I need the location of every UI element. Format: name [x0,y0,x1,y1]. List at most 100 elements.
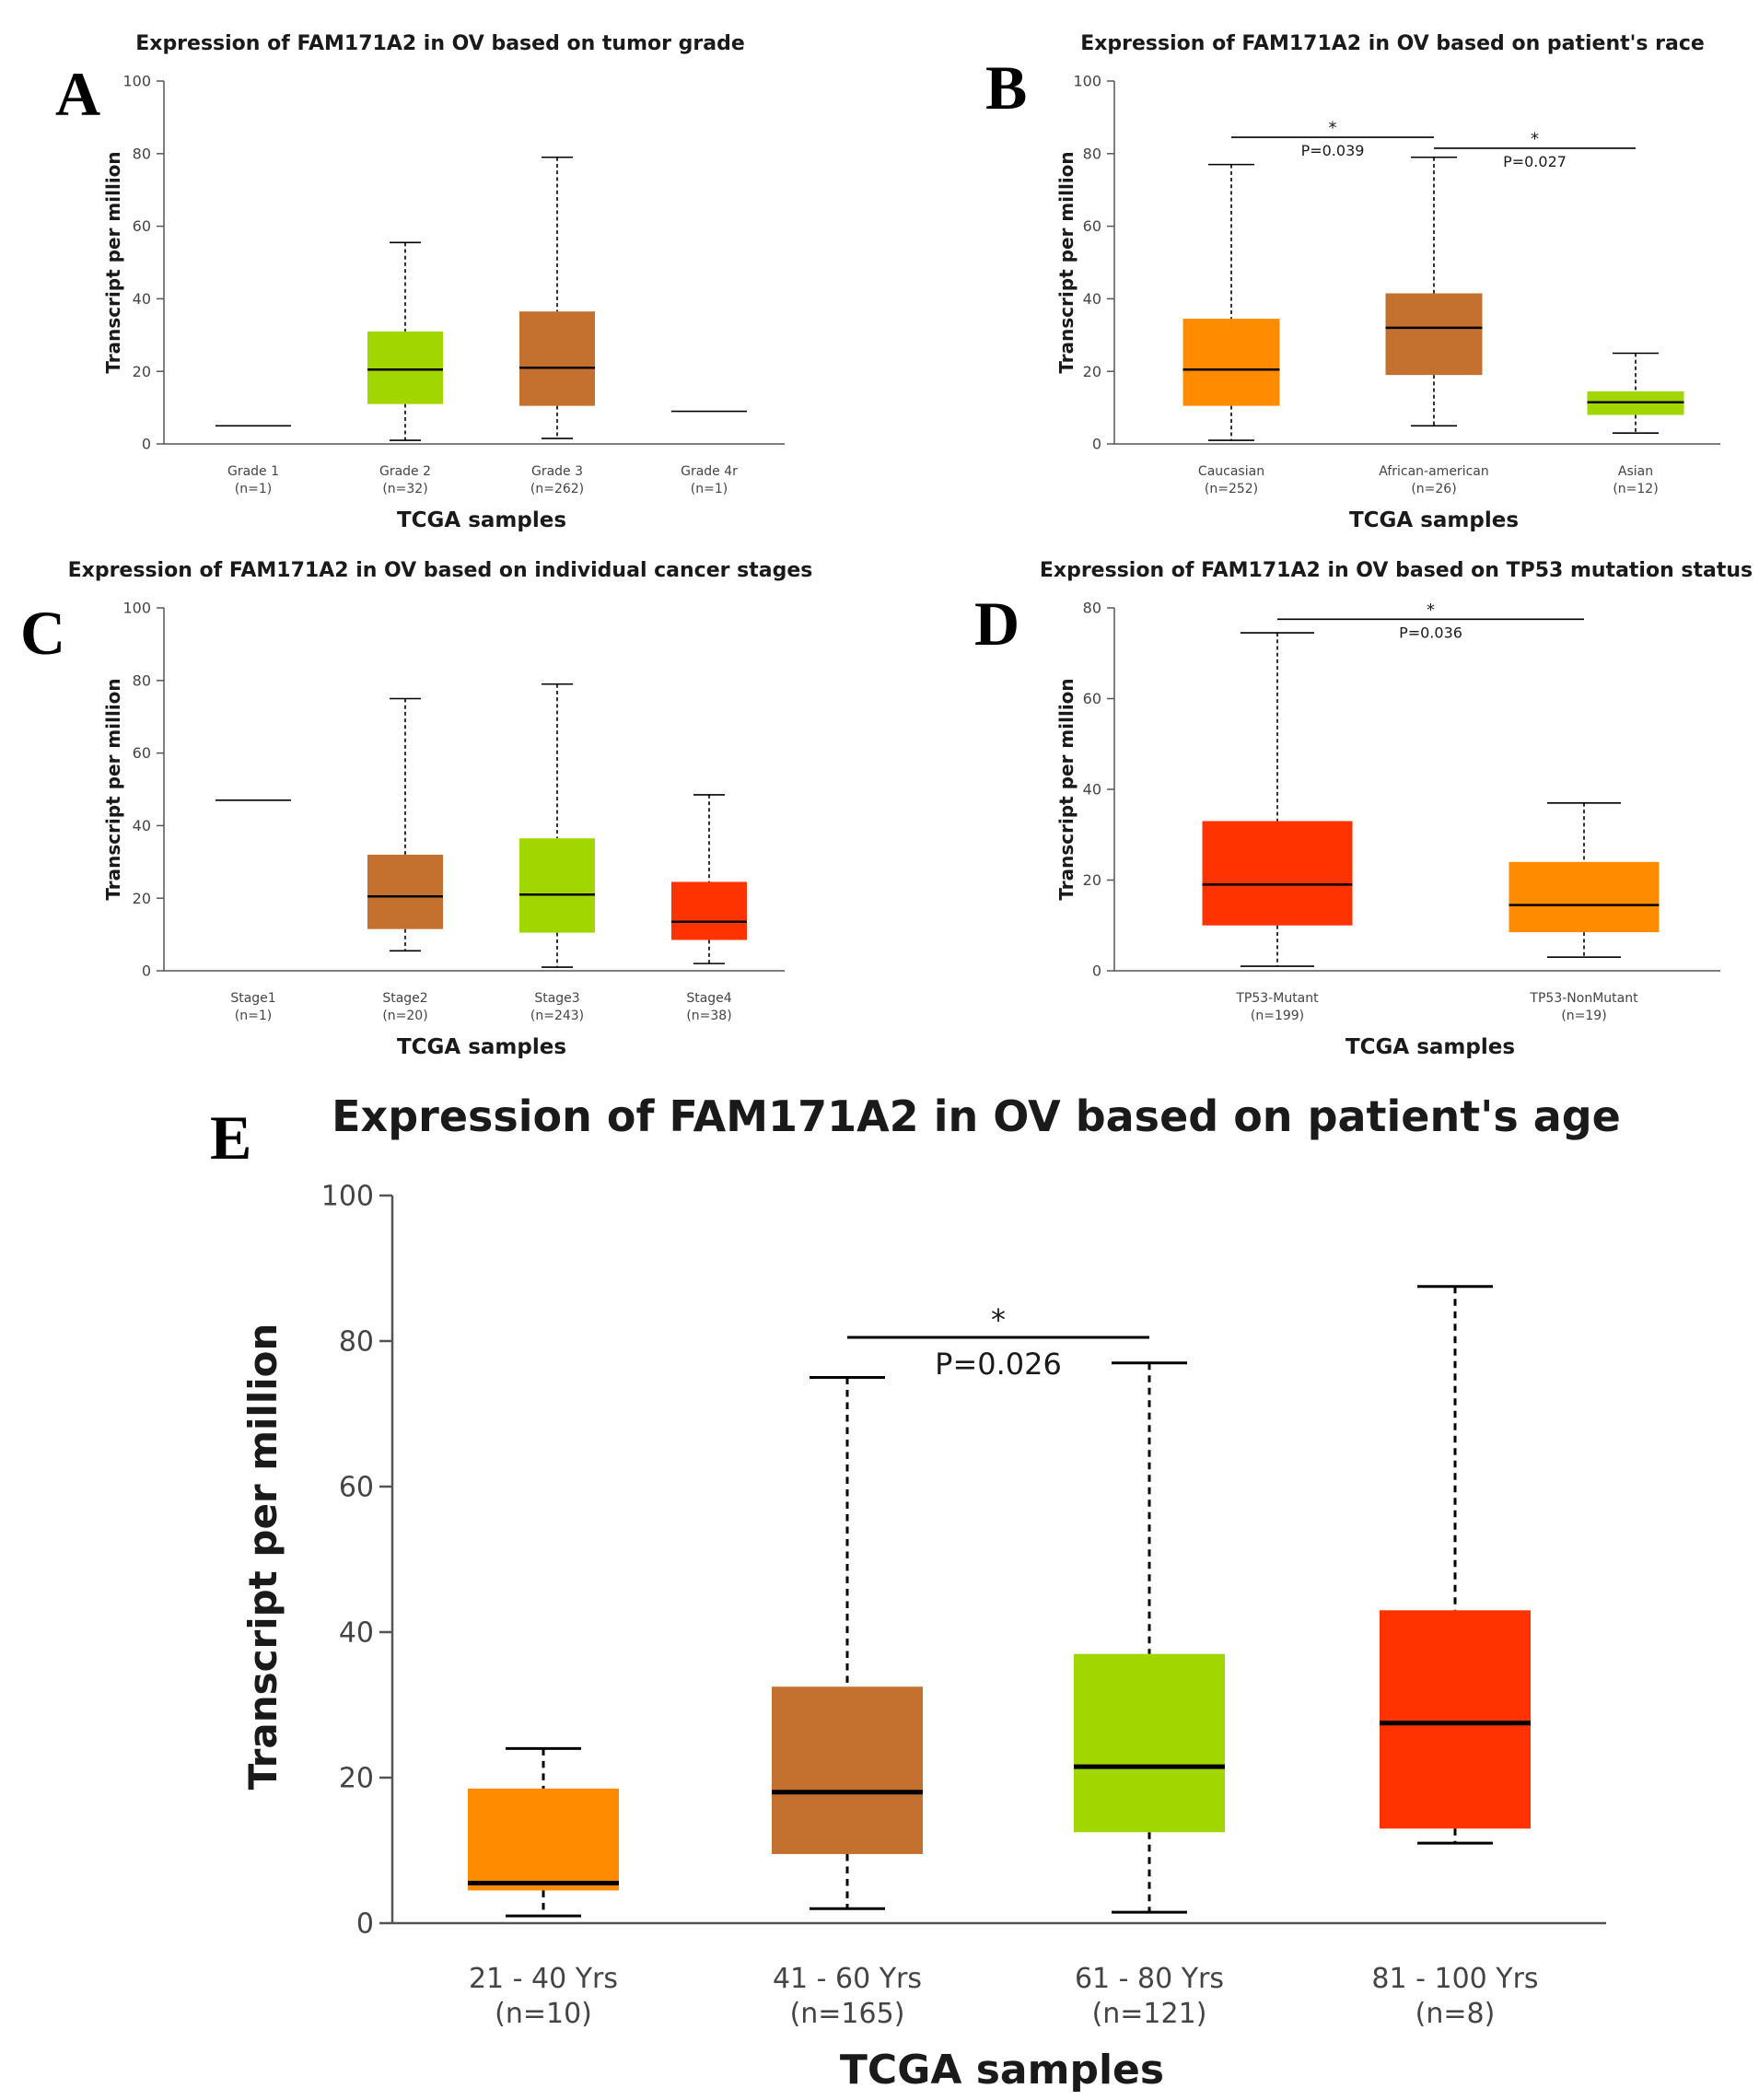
panel-d-y-axis-title: Transcript per million [1055,678,1078,900]
panel-e-box [1074,1653,1225,1833]
panel-c-box [671,881,747,940]
panel-a-category-label: Grade 4r [681,464,738,479]
panel-b-y-tick-label: 0 [1092,436,1101,453]
panel-d-y-tick-label: 40 [1083,781,1101,799]
panel-d-chart: Expression of FAM171A2 in OV based on TP… [1040,559,1753,1059]
panel-a-x-axis-title: TCGA samples [397,508,566,532]
panel-a-category-label: Grade 2 [379,464,431,479]
panel-e-title: Expression of FAM171A2 in OV based on pa… [332,1091,1621,1141]
panel-b-significance-pvalue: P=0.027 [1503,153,1567,170]
panel-e-y-tick-label: 60 [339,1472,374,1504]
panel-c-y-tick-label: 60 [133,744,151,762]
panel-e-y-tick-label: 100 [321,1181,374,1213]
panel-d-category-count: (n=19) [1561,1009,1606,1023]
panel-e-y-tick-label: 80 [339,1326,374,1359]
panel-e-category-label: 81 - 100 Yrs [1371,1963,1538,1995]
panel-e-y-tick-label: 20 [339,1763,374,1795]
panel-b-significance-star: * [1329,119,1337,138]
panel-a-y-axis-title: Transcript per million [102,151,124,373]
panel-b-category-count: (n=252) [1205,482,1258,496]
panel-d-significance-pvalue: P=0.036 [1399,624,1462,641]
panel-c-category-label: Stage2 [382,991,427,1006]
panel-b-significance-pvalue: P=0.039 [1301,142,1365,159]
panel-b-category-count: (n=12) [1613,482,1658,496]
panel-a-y-tick-label: 60 [133,217,151,235]
panel-d-category-label: TP53-Mutant [1235,991,1319,1006]
panel-c-y-tick-label: 40 [133,817,151,834]
panel-a-category-count: (n=32) [382,482,427,496]
panel-b-chart: Expression of FAM171A2 in OV based on pa… [1055,32,1720,532]
panel-c-chart: Expression of FAM171A2 in OV based on in… [68,559,813,1059]
panel-b-category-label: Asian [1618,464,1653,479]
panel-a-category-count: (n=262) [530,482,584,496]
panel-a-y-tick-label: 80 [133,145,151,162]
panel-d-y-tick-label: 60 [1083,690,1101,707]
panel-d-category-label: TP53-NonMutant [1529,991,1638,1006]
panel-e-y-tick-label: 40 [339,1617,374,1650]
panel-e-significance-pvalue: P=0.026 [935,1347,1062,1382]
panel-d-title: Expression of FAM171A2 in OV based on TP… [1040,559,1753,582]
panel-e-category-count: (n=10) [495,1998,592,2030]
panel-a-y-tick-label: 20 [133,363,151,380]
panel-b-y-axis-title: Transcript per million [1055,151,1078,373]
panel-a-title: Expression of FAM171A2 in OV based on tu… [135,32,745,55]
panel-c-category-label: Stage4 [686,991,731,1006]
panel-c-y-tick-label: 80 [133,671,151,689]
panel-a-chart: Expression of FAM171A2 in OV based on tu… [102,32,785,532]
panel-b-significance-star: * [1531,129,1539,148]
panel-e-box [772,1686,923,1854]
panel-b-y-tick-label: 80 [1083,145,1101,162]
panel-b-y-tick-label: 100 [1073,73,1101,90]
panel-c-category-label: Stage3 [534,991,579,1006]
panel-a-y-tick-label: 40 [133,290,151,308]
panel-d-y-tick-label: 0 [1092,962,1101,980]
panel-e-significance-star: * [991,1302,1006,1337]
panel-a-y-tick-label: 100 [122,73,151,90]
panel-c-y-tick-label: 20 [133,890,151,907]
panel-b-category-label: Caucasian [1198,464,1264,479]
panel-letter-e: E [210,1102,251,1172]
panel-e-category-label: 41 - 60 Yrs [773,1963,922,1995]
panel-d-category-count: (n=199) [1251,1009,1304,1023]
panel-c-x-axis-title: TCGA samples [397,1035,566,1059]
panel-c-y-axis-title: Transcript per million [102,678,124,900]
panel-c-category-count: (n=243) [530,1009,584,1023]
panel-e-category-count: (n=121) [1092,1998,1207,2030]
panel-e-y-axis-title: Transcript per million [240,1324,285,1791]
panel-c-category-count: (n=38) [686,1009,731,1023]
panel-b-category-count: (n=26) [1411,482,1456,496]
panel-c-category-count: (n=20) [382,1009,427,1023]
panel-c-category-label: Stage1 [230,991,275,1006]
panel-e-category-count: (n=165) [790,1998,905,2030]
panel-d-significance-star: * [1427,601,1435,620]
panel-a-category-count: (n=1) [691,482,728,496]
panel-e-box [1380,1610,1531,1829]
panel-e-box [468,1788,619,1891]
panel-a-category-label: Grade 1 [227,464,279,479]
panel-a-box [519,311,595,406]
panel-b-y-tick-label: 40 [1083,290,1101,308]
panel-c-y-tick-label: 0 [142,962,151,980]
panel-a-category-label: Grade 3 [531,464,583,479]
panel-b-category-label: African-american [1379,464,1488,479]
panel-e-category-count: (n=8) [1415,1998,1496,2030]
panel-b-box [1182,319,1280,406]
panel-d-box [1202,821,1353,926]
panel-letter-d: D [974,589,1019,659]
charts-layer: Expression of FAM171A2 in OV based on tu… [68,32,1753,2094]
panel-c-category-count: (n=1) [235,1009,272,1023]
panel-d-x-axis-title: TCGA samples [1345,1035,1515,1059]
panel-b-box [1385,293,1483,376]
panel-b-title: Expression of FAM171A2 in OV based on pa… [1080,32,1705,55]
panel-c-title: Expression of FAM171A2 in OV based on in… [68,559,813,582]
panel-c-y-tick-label: 100 [122,600,151,617]
panel-letter-b: B [985,52,1027,122]
panel-letter-a: A [55,59,100,129]
panel-d-box [1509,861,1660,933]
panel-e-category-label: 61 - 80 Yrs [1075,1963,1224,1995]
panel-b-x-axis-title: TCGA samples [1349,508,1519,532]
panel-letter-c: C [20,598,65,668]
panel-c-box [367,854,443,929]
panel-b-y-tick-label: 60 [1083,217,1101,235]
